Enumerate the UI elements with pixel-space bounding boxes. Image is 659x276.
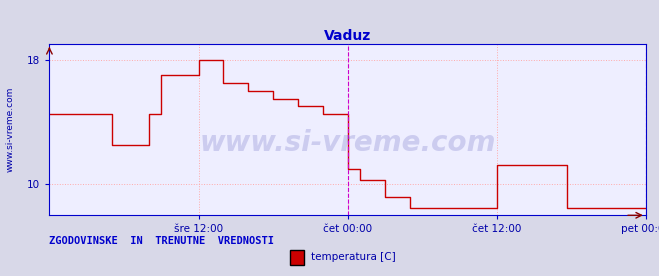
Text: ZGODOVINSKE  IN  TRENUTNE  VREDNOSTI: ZGODOVINSKE IN TRENUTNE VREDNOSTI	[49, 236, 274, 246]
Text: www.si-vreme.com: www.si-vreme.com	[5, 87, 14, 172]
Title: Vaduz: Vaduz	[324, 29, 371, 43]
Text: temperatura [C]: temperatura [C]	[311, 252, 396, 262]
Text: www.si-vreme.com: www.si-vreme.com	[200, 129, 496, 157]
